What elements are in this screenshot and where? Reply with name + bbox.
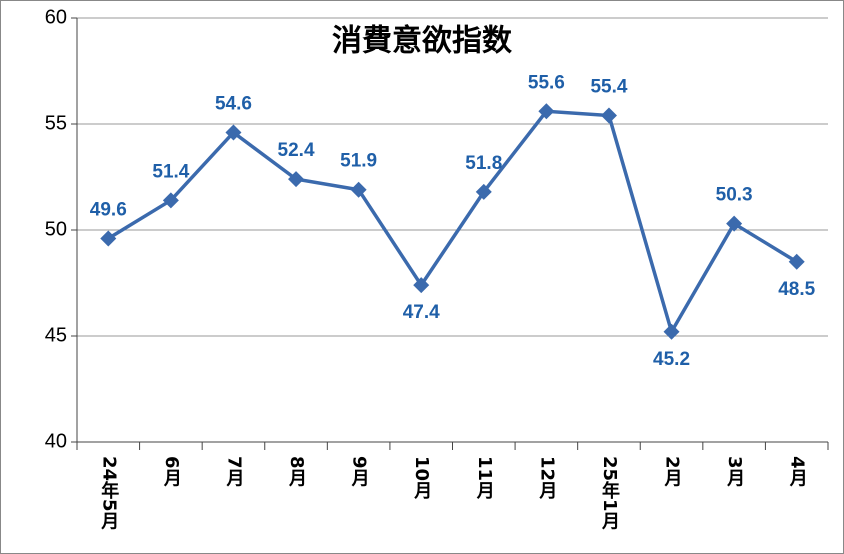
marker	[538, 103, 555, 120]
data-label: 49.6	[90, 199, 127, 220]
marker	[788, 253, 805, 270]
x-tick-label: 12月	[536, 456, 558, 500]
data-label: 50.3	[716, 185, 753, 206]
data-label: 48.5	[778, 279, 815, 300]
data-label: 47.4	[403, 302, 440, 323]
marker	[600, 107, 617, 124]
marker	[663, 323, 680, 340]
x-tick-label: 10月	[411, 456, 433, 500]
marker	[413, 277, 430, 294]
data-label: 55.6	[528, 72, 565, 93]
x-tick-label: 8月	[286, 456, 308, 487]
y-tick-label: 60	[45, 6, 67, 28]
marker	[350, 181, 367, 198]
marker	[100, 230, 117, 247]
marker	[288, 171, 305, 188]
x-tick-label: 25年1月	[599, 456, 621, 530]
x-tick-label: 11月	[474, 456, 496, 500]
data-label: 55.4	[590, 77, 627, 98]
y-tick-label: 50	[45, 218, 67, 240]
x-tick-label: 9月	[349, 456, 371, 487]
y-tick-label: 40	[45, 430, 67, 452]
data-label: 54.6	[215, 93, 252, 114]
marker	[162, 192, 179, 209]
marker	[225, 124, 242, 141]
marker	[475, 183, 492, 200]
line	[107, 109, 798, 337]
x-tick-label: 3月	[724, 456, 746, 487]
data-label: 52.4	[278, 140, 315, 161]
data-label: 51.9	[340, 151, 377, 172]
x-tick-label: 24年5月	[98, 456, 120, 530]
marker	[726, 215, 743, 232]
data-label: 51.4	[152, 161, 189, 182]
y-tick-label: 45	[45, 324, 67, 346]
x-tick-label: 6月	[161, 456, 183, 487]
chart-title: 消費意欲指数	[332, 24, 513, 59]
data-label: 51.8	[465, 153, 502, 174]
data-label: 45.2	[653, 349, 690, 370]
x-tick-label: 7月	[223, 456, 245, 487]
y-tick-label: 55	[45, 112, 67, 134]
x-tick-label: 4月	[787, 456, 809, 487]
x-tick-label: 2月	[662, 456, 684, 487]
